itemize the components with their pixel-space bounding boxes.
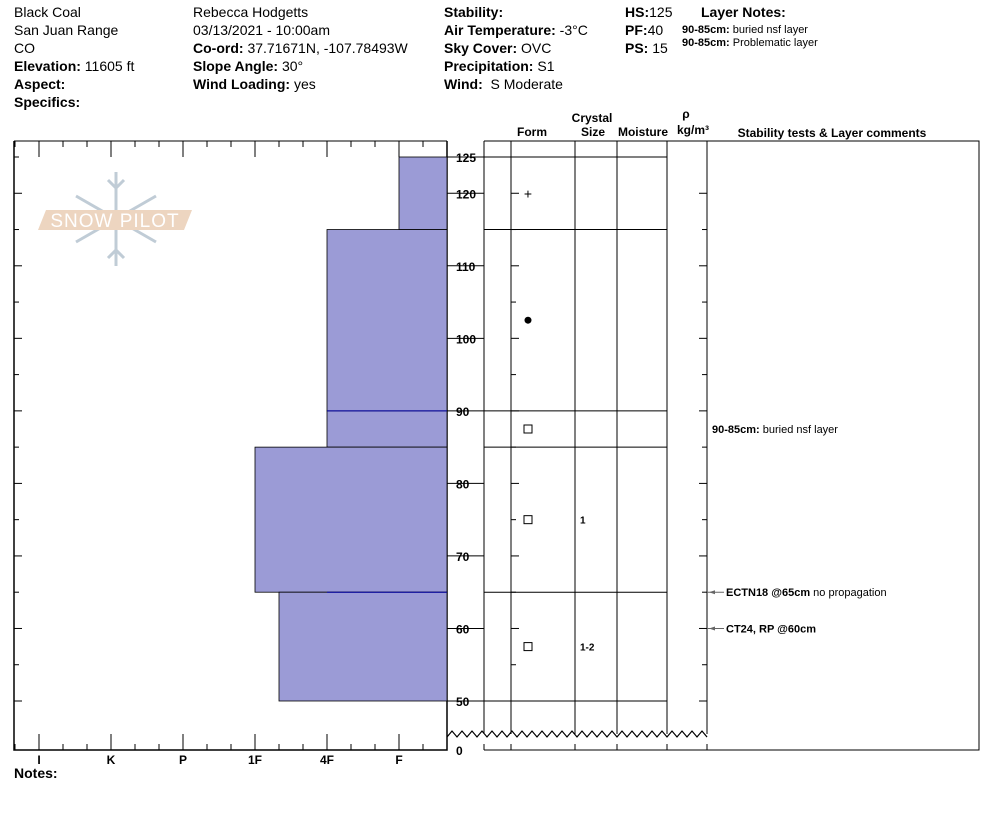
depth-label: 80	[456, 477, 470, 491]
pf-label: PF:	[625, 22, 648, 38]
location-name: Black Coal	[14, 4, 81, 20]
faceted-crystals-icon	[523, 642, 533, 652]
sky-value: OVC	[521, 40, 552, 56]
col-density: kg/m³	[677, 123, 709, 137]
layer-note-text: Problematic layer	[732, 37, 818, 49]
layer-comment: ECTN18 @65cm no propagation	[726, 587, 887, 599]
aspect: Aspect:	[14, 75, 134, 93]
arrow-head-icon	[709, 626, 715, 631]
range-name: San Juan Range	[14, 22, 119, 38]
air-temp-value: -3°C	[559, 22, 588, 38]
depth-label: 70	[456, 550, 470, 564]
depth-label: 110	[456, 260, 476, 274]
hardness-layer-bar	[398, 156, 448, 230]
layer-notes: Layer Notes:	[701, 3, 786, 21]
hs-value: 125	[649, 4, 673, 20]
wind-loading-label: Wind Loading:	[193, 76, 291, 92]
col-crystal: Crystal	[572, 111, 613, 125]
precip-label: Precipitation:	[444, 58, 534, 74]
hs-label: HS:	[625, 4, 650, 20]
layer-note: 90-85cm: buried nsf layer	[682, 24, 818, 37]
slope-value: 30°	[281, 58, 304, 74]
air-temp-label: Air Temperature:	[444, 22, 556, 38]
layer-notes-label: Layer Notes:	[701, 4, 786, 20]
hardness-label: 4F	[320, 753, 334, 767]
col-comments: Stability tests & Layer comments	[738, 126, 927, 140]
hardness-label: K	[107, 753, 116, 767]
snowpilot-logo: SNOW PILOT	[38, 172, 192, 266]
faceted-crystals-icon	[523, 515, 533, 525]
depth-label: 120	[456, 187, 476, 201]
hardness-label: F	[395, 753, 402, 767]
precip-value: S1	[537, 58, 555, 74]
col-moisture: Moisture	[618, 125, 668, 139]
hardness-layer-bar	[254, 446, 448, 593]
hardness-label: I	[37, 753, 40, 767]
weather-block: Stability: Air Temperature: -3°C Sky Cov…	[444, 3, 588, 93]
elevation-label: Elevation:	[14, 58, 81, 74]
snowpack-block: HS:125 PF:40 PS: 15	[625, 3, 672, 57]
layer-note-text: buried nsf layer	[732, 24, 808, 36]
hardness-label: P	[179, 753, 187, 767]
col-size: Size	[581, 125, 605, 139]
elevation: Elevation: 11605 ft	[14, 57, 134, 75]
observer: Rebecca Hodgetts	[193, 4, 309, 20]
state-name: CO	[14, 40, 35, 56]
sky-label: Sky Cover:	[444, 40, 518, 56]
wind-label: Wind:	[444, 76, 483, 92]
faceted-crystals-icon	[523, 424, 533, 434]
layer-comment: 90-85cm: buried nsf layer	[712, 424, 838, 436]
precipitation-particles-icon: +	[524, 185, 532, 201]
layer-note: 90-85cm: Problematic layer	[682, 37, 818, 50]
hardness-layer-bar	[326, 229, 448, 412]
notes-label: Notes:	[14, 765, 58, 781]
depth-label: 125	[456, 151, 476, 165]
depth-label: 0	[456, 744, 463, 758]
slope-label: Slope Angle:	[193, 58, 279, 74]
comments-frame	[707, 140, 980, 751]
depth-label: 100	[456, 332, 476, 346]
layer-comment: CT24, RP @60cm	[726, 623, 816, 635]
coord-label: Co-ord:	[193, 40, 244, 56]
depth-label: 50	[456, 695, 470, 709]
stability-label: Stability:	[444, 4, 504, 20]
location-block: Black Coal San Juan Range CO Elevation: …	[14, 3, 134, 111]
crystal-size: 1	[580, 516, 586, 527]
aspect-label: Aspect:	[14, 76, 66, 92]
arrow-head-icon	[709, 590, 715, 595]
depth-label: 60	[456, 622, 470, 636]
observation-block: Rebecca Hodgetts 03/13/2021 - 10:00am Co…	[193, 3, 408, 93]
wind-loading-value: yes	[293, 76, 316, 92]
specifics-label: Specifics:	[14, 94, 81, 110]
datetime: 03/13/2021 - 10:00am	[193, 22, 330, 38]
layer-note-range: 90-85cm:	[682, 24, 730, 36]
wind-value: S Moderate	[490, 76, 563, 92]
ps-label: PS:	[625, 40, 649, 56]
layer-note-range: 90-85cm:	[682, 37, 730, 49]
pf-value: 40	[647, 22, 664, 38]
crystal-size: 1-2	[580, 643, 595, 654]
rounded-grains-icon	[524, 316, 532, 324]
hardness-layer-bar	[278, 591, 448, 702]
col-rho: ρ	[682, 107, 689, 121]
layer-notes-list: 90-85cm: buried nsf layer 90-85cm: Probl…	[682, 24, 818, 50]
ps-value: 15	[652, 40, 668, 56]
hardness-label: 1F	[248, 753, 262, 767]
axis-break-line	[446, 730, 708, 738]
elevation-value: 11605 ft	[84, 58, 135, 74]
hardness-layer-bar	[326, 410, 448, 448]
depth-label: 90	[456, 405, 470, 419]
coord-value: 37.71671N, -107.78493W	[247, 40, 408, 56]
logo-text: SNOW PILOT	[50, 211, 179, 232]
col-form: Form	[517, 125, 547, 139]
